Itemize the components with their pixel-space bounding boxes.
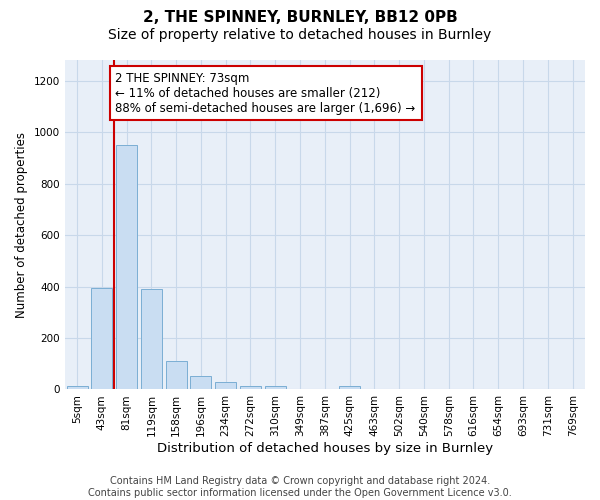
Text: 2, THE SPINNEY, BURNLEY, BB12 0PB: 2, THE SPINNEY, BURNLEY, BB12 0PB bbox=[143, 10, 457, 25]
Bar bbox=[166, 361, 187, 390]
X-axis label: Distribution of detached houses by size in Burnley: Distribution of detached houses by size … bbox=[157, 442, 493, 455]
Bar bbox=[116, 145, 137, 390]
Text: Contains HM Land Registry data © Crown copyright and database right 2024.
Contai: Contains HM Land Registry data © Crown c… bbox=[88, 476, 512, 498]
Bar bbox=[91, 288, 112, 390]
Text: 2 THE SPINNEY: 73sqm
← 11% of detached houses are smaller (212)
88% of semi-deta: 2 THE SPINNEY: 73sqm ← 11% of detached h… bbox=[115, 72, 416, 114]
Bar bbox=[240, 386, 261, 390]
Y-axis label: Number of detached properties: Number of detached properties bbox=[15, 132, 28, 318]
Bar bbox=[215, 382, 236, 390]
Bar bbox=[190, 376, 211, 390]
Bar bbox=[141, 289, 162, 390]
Bar bbox=[265, 386, 286, 390]
Bar bbox=[339, 386, 360, 390]
Text: Size of property relative to detached houses in Burnley: Size of property relative to detached ho… bbox=[109, 28, 491, 42]
Bar bbox=[67, 386, 88, 390]
